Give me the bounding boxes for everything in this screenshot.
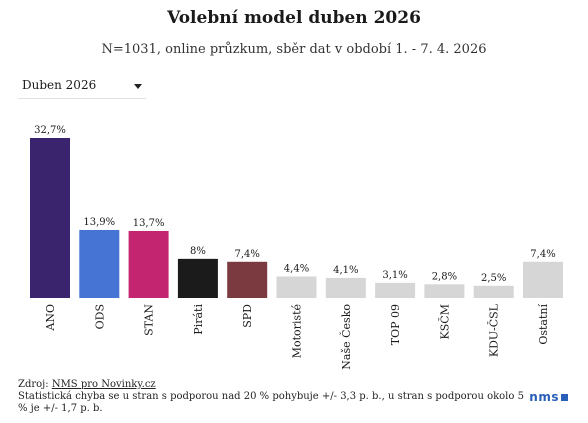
data-label-kscm: 2,8% — [432, 271, 457, 282]
data-label-pirati: 8% — [190, 246, 206, 257]
data-label-ostatni: 7,4% — [530, 249, 555, 260]
source-line: Zdroj: NMS pro Novinky.cz — [18, 379, 528, 391]
bar-stan — [128, 230, 169, 298]
x-tick-stan: STAN — [143, 304, 156, 336]
bar-ods — [79, 229, 120, 298]
bar-nase-cesko — [325, 277, 366, 298]
x-tick-motoriste: Motoristé — [291, 304, 304, 358]
x-tick-nase-cesko: Naše Česko — [339, 304, 353, 370]
bar-motoriste — [276, 276, 317, 298]
bar-top-09 — [375, 282, 416, 298]
bar-ostatni — [523, 261, 563, 298]
x-tick-top-09: TOP 09 — [389, 304, 402, 345]
source-prefix: Zdroj: — [18, 379, 52, 390]
x-tick-kdu-csl: KDU-ČSL — [487, 303, 501, 357]
chevron-down-icon — [134, 84, 142, 89]
logo-square-icon — [561, 394, 568, 401]
x-tick-spd: SPD — [241, 304, 254, 328]
x-tick-ano: ANO — [44, 304, 57, 332]
bar-ano — [30, 138, 70, 298]
nms-logo: nms — [529, 390, 568, 404]
x-tick-kscm: KSČM — [437, 304, 451, 339]
data-label-stan: 13,7% — [133, 218, 165, 229]
bar-pirati — [177, 258, 218, 298]
data-label-motoriste: 4,4% — [284, 263, 309, 274]
data-label-top-09: 3,1% — [382, 270, 407, 281]
bar-spd — [227, 261, 268, 298]
bar-kscm — [424, 284, 465, 298]
x-tick-pirati: Piráti — [192, 304, 205, 335]
chart-subtitle: N=1031, online průzkum, sběr dat v obdob… — [101, 42, 487, 57]
logo-text: nms — [529, 390, 559, 404]
data-label-kdu-csl: 2,5% — [481, 273, 506, 284]
bar-chart: 32,7% ANO 13,9% ODS 13,7% STAN 8% Piráti 7,4% SPD… — [30, 125, 563, 370]
data-label-ano: 32,7% — [34, 125, 66, 136]
source-link[interactable]: NMS pro Novinky.cz — [51, 379, 156, 390]
error-note: Statistická chyba se u stran s podporou … — [18, 391, 524, 414]
month-dropdown-value: Duben 2026 — [22, 78, 97, 92]
x-tick-ods: ODS — [93, 304, 106, 329]
data-label-spd: 7,4% — [234, 249, 259, 260]
chart-footer: Zdroj: NMS pro Novinky.cz Statistická ch… — [18, 379, 528, 415]
chart-title: Volební model duben 2026 — [167, 8, 421, 28]
x-tick-ostatni: Ostatní — [537, 304, 550, 345]
month-dropdown[interactable]: Duben 2026 — [18, 76, 146, 99]
bar-kdu-csl — [473, 285, 514, 298]
data-label-nase-cesko: 4,1% — [333, 265, 358, 276]
data-label-ods: 13,9% — [83, 217, 115, 228]
